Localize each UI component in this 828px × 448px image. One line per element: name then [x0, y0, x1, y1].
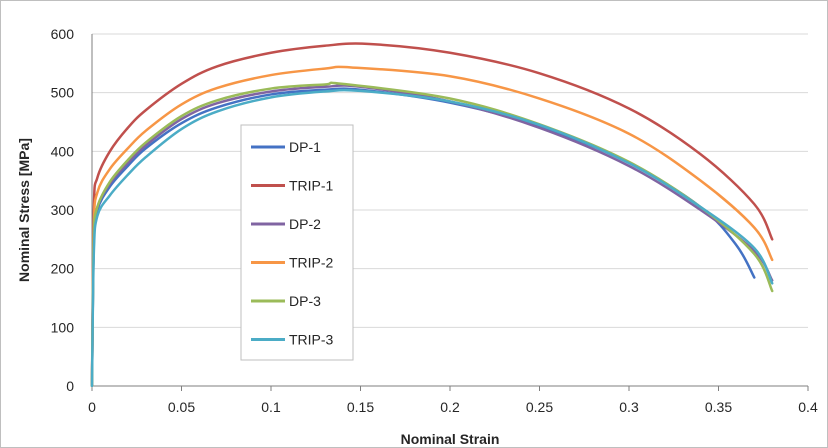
x-tick-label: 0.15: [347, 399, 374, 415]
series-line-dp-3: [90, 81, 774, 388]
series-lines: [90, 42, 774, 388]
series-line-trip-2: [90, 65, 774, 388]
y-tick-label: 100: [51, 319, 75, 335]
x-tick-label: 0.2: [440, 399, 460, 415]
legend-item-dp-3: DP-3: [251, 293, 321, 309]
legend-item-dp-1: DP-1: [251, 139, 321, 155]
y-tick-label: 400: [51, 143, 75, 159]
y-tick-label: 200: [51, 261, 75, 277]
legend-label: TRIP-2: [289, 255, 334, 271]
y-tick-labels: 0 100 200 300 400 500 600: [51, 26, 75, 394]
x-axis-title: Nominal Strain: [401, 431, 500, 447]
y-tick-label: 300: [51, 202, 75, 218]
x-tick-label: 0.05: [168, 399, 195, 415]
legend-label: DP-1: [289, 139, 321, 155]
x-tick-label: 0.4: [798, 399, 818, 415]
y-axis-title: Nominal Stress [MPa]: [16, 138, 32, 282]
legend: DP-1 TRIP-1 DP-2 TRIP-2 DP-3 TRIP-3: [240, 124, 354, 361]
series-line-trip-1: [90, 42, 774, 388]
legend-item-dp-2: DP-2: [251, 216, 321, 232]
x-tick-label: 0.25: [526, 399, 553, 415]
legend-label: TRIP-1: [289, 178, 334, 194]
y-tick-label: 600: [51, 26, 75, 42]
series-line-dp-2: [90, 84, 774, 388]
axes: [91, 34, 809, 391]
x-tick-labels: 0 0.05 0.1 0.15 0.2 0.25 0.3 0.35 0.4: [88, 399, 818, 415]
x-tick-label: 0.1: [261, 399, 281, 415]
legend-item-trip-2: TRIP-2: [251, 255, 334, 271]
legend-label: DP-3: [289, 293, 321, 309]
x-tick-label: 0.35: [705, 399, 732, 415]
x-tick-label: 0: [88, 399, 96, 415]
legend-item-trip-3: TRIP-3: [251, 332, 334, 348]
grid-lines: [92, 33, 808, 328]
legend-label: DP-2: [289, 216, 321, 232]
legend-box: [240, 124, 354, 361]
legend-item-trip-1: TRIP-1: [251, 178, 334, 194]
x-tick-label: 0.3: [619, 399, 639, 415]
series-line-trip-3: [90, 88, 774, 388]
y-tick-label: 0: [66, 378, 74, 394]
series-line-dp-1: [90, 87, 756, 388]
legend-label: TRIP-3: [289, 332, 334, 348]
y-tick-label: 500: [51, 85, 75, 101]
